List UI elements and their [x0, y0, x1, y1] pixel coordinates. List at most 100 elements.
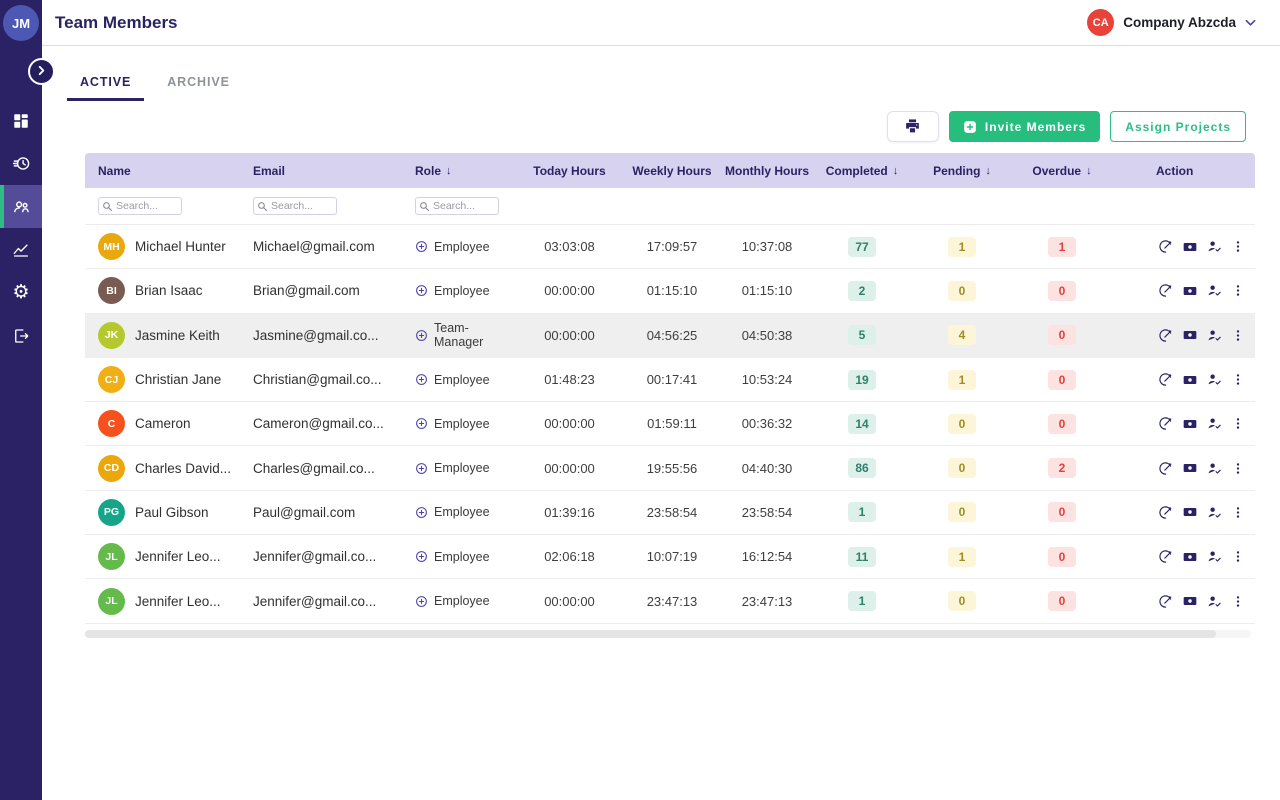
more-options-kebab-icon[interactable]: [1231, 505, 1245, 520]
tab-active[interactable]: ACTIVE: [67, 70, 145, 101]
user-check-icon[interactable]: [1207, 416, 1222, 431]
today-hours: 00:00:00: [544, 416, 595, 432]
chevron-down-icon: [1245, 19, 1256, 27]
edit-member-icon[interactable]: [1158, 372, 1173, 387]
sort-descending-icon[interactable]: ↓: [892, 164, 899, 177]
table-row[interactable]: PG Paul Gibson Paul@gmail.com Employee 01:39…: [85, 490, 1255, 536]
completed-badge: 5: [848, 325, 876, 346]
table-row[interactable]: MH Michael Hunter Michael@gmail.com Employe…: [85, 225, 1255, 270]
sort-descending-icon[interactable]: ↓: [985, 164, 991, 177]
member-role: Employee: [434, 283, 490, 298]
edit-member-icon[interactable]: [1158, 416, 1173, 431]
payroll-icon[interactable]: [1182, 283, 1198, 299]
more-options-kebab-icon[interactable]: [1231, 416, 1245, 431]
table-row[interactable]: JL Jennifer Leo... Jennifer@gmail.co... Emp…: [85, 579, 1255, 624]
member-email: Christian@gmail.co...: [253, 372, 382, 388]
column-header-monthly-hours: Monthly Hours: [725, 163, 809, 178]
edit-member-icon[interactable]: [1158, 505, 1173, 520]
table-row[interactable]: CD Charles David... Charles@gmail.co... Emp…: [85, 446, 1255, 491]
column-header-overdue[interactable]: Overdue ↓: [1032, 163, 1092, 178]
edit-member-icon[interactable]: [1158, 461, 1173, 476]
name-search-input[interactable]: [98, 197, 182, 215]
company-switcher[interactable]: CA Company Abzcda: [1087, 9, 1256, 36]
table-row[interactable]: C Cameron Cameron@gmail.co... Employee 00:00…: [85, 402, 1255, 447]
sidebar-item-team[interactable]: [0, 185, 42, 228]
weekly-hours: 17:09:57: [646, 239, 698, 255]
payroll-icon[interactable]: [1182, 416, 1198, 432]
column-header-role[interactable]: Role ↓: [415, 163, 452, 178]
member-name: Brian Isaac: [135, 283, 203, 299]
payroll-icon[interactable]: [1182, 239, 1198, 255]
payroll-icon[interactable]: [1182, 549, 1198, 565]
sidebar-item-reports[interactable]: [0, 228, 42, 271]
scrollbar-thumb[interactable]: [85, 630, 1217, 638]
table-row[interactable]: CJ Christian Jane Christian@gmail.co... Emp…: [85, 357, 1255, 403]
today-hours: 01:48:23: [544, 372, 595, 388]
weekly-hours: 01:59:11: [647, 416, 697, 432]
member-role: Employee: [434, 549, 490, 564]
monthly-hours: 01:15:10: [741, 283, 793, 299]
user-check-icon[interactable]: [1207, 461, 1222, 476]
member-name: Jennifer Leo...: [135, 593, 221, 609]
sidebar-item-dashboard[interactable]: [0, 99, 42, 142]
edit-member-icon[interactable]: [1158, 594, 1173, 609]
user-check-icon[interactable]: [1207, 328, 1222, 343]
user-check-icon[interactable]: [1207, 505, 1222, 520]
more-options-kebab-icon[interactable]: [1231, 549, 1245, 564]
payroll-icon[interactable]: [1182, 327, 1198, 343]
completed-badge: 77: [848, 236, 876, 257]
invite-members-label: Invite Members: [984, 119, 1087, 134]
member-name: Michael Hunter: [135, 239, 226, 255]
payroll-icon[interactable]: [1182, 460, 1198, 476]
member-email: Michael@gmail.com: [253, 239, 375, 255]
more-options-kebab-icon[interactable]: [1231, 239, 1245, 254]
edit-member-icon[interactable]: [1158, 328, 1173, 343]
overdue-badge: 0: [1048, 502, 1076, 523]
role-circle-plus-icon: [415, 506, 428, 519]
overdue-badge: 1: [1048, 236, 1076, 257]
user-check-icon[interactable]: [1207, 549, 1222, 564]
member-avatar: CD: [98, 454, 125, 482]
sort-descending-icon[interactable]: ↓: [446, 164, 452, 177]
user-check-icon[interactable]: [1207, 372, 1222, 387]
horizontal-scrollbar[interactable]: [85, 630, 1251, 638]
more-options-kebab-icon[interactable]: [1231, 594, 1245, 609]
sidebar-expand-button[interactable]: [28, 58, 55, 85]
payroll-icon[interactable]: [1182, 372, 1198, 388]
sort-descending-icon[interactable]: ↓: [1086, 164, 1092, 177]
table-row[interactable]: JK Jasmine Keith Jasmine@gmail.co... Team-M…: [85, 313, 1255, 358]
member-role: Team-Manager: [434, 321, 484, 350]
sidebar-item-logout[interactable]: [0, 314, 42, 357]
edit-member-icon[interactable]: [1158, 549, 1173, 564]
table-row[interactable]: JL Jennifer Leo... Jennifer@gmail.co... Emp…: [85, 535, 1255, 580]
more-options-kebab-icon[interactable]: [1231, 461, 1245, 476]
tab-archive[interactable]: ARCHIVE: [167, 75, 230, 89]
pending-badge: 0: [948, 502, 976, 523]
user-avatar[interactable]: JM: [3, 5, 39, 41]
column-header-pending[interactable]: Pending ↓: [933, 163, 991, 178]
user-check-icon[interactable]: [1207, 594, 1222, 609]
more-options-kebab-icon[interactable]: [1231, 283, 1245, 298]
more-options-kebab-icon[interactable]: [1231, 328, 1245, 343]
role-search-input[interactable]: [415, 197, 499, 215]
table-search-row: [85, 188, 1255, 225]
user-check-icon[interactable]: [1207, 283, 1222, 298]
weekly-hours: 23:47:13: [646, 593, 698, 609]
assign-projects-button[interactable]: Assign Projects: [1110, 111, 1246, 142]
column-header-completed[interactable]: Completed ↓: [825, 163, 899, 178]
edit-member-icon[interactable]: [1158, 283, 1173, 298]
payroll-icon[interactable]: [1182, 504, 1198, 520]
sidebar-item-settings[interactable]: ⚙: [0, 271, 42, 314]
edit-member-icon[interactable]: [1158, 239, 1173, 254]
payroll-icon[interactable]: [1182, 593, 1198, 609]
today-hours: 00:00:00: [544, 593, 595, 609]
completed-badge: 1: [848, 591, 876, 612]
table-row[interactable]: BI Brian Isaac Brian@gmail.com Employee 00:0…: [85, 269, 1255, 314]
sidebar-item-timesheets[interactable]: [0, 142, 42, 185]
print-button[interactable]: [886, 111, 939, 142]
more-options-kebab-icon[interactable]: [1231, 372, 1245, 387]
user-check-icon[interactable]: [1207, 239, 1222, 254]
member-avatar: CJ: [98, 366, 125, 394]
email-search-input[interactable]: [253, 197, 337, 215]
invite-members-button[interactable]: Invite Members: [948, 111, 1101, 142]
